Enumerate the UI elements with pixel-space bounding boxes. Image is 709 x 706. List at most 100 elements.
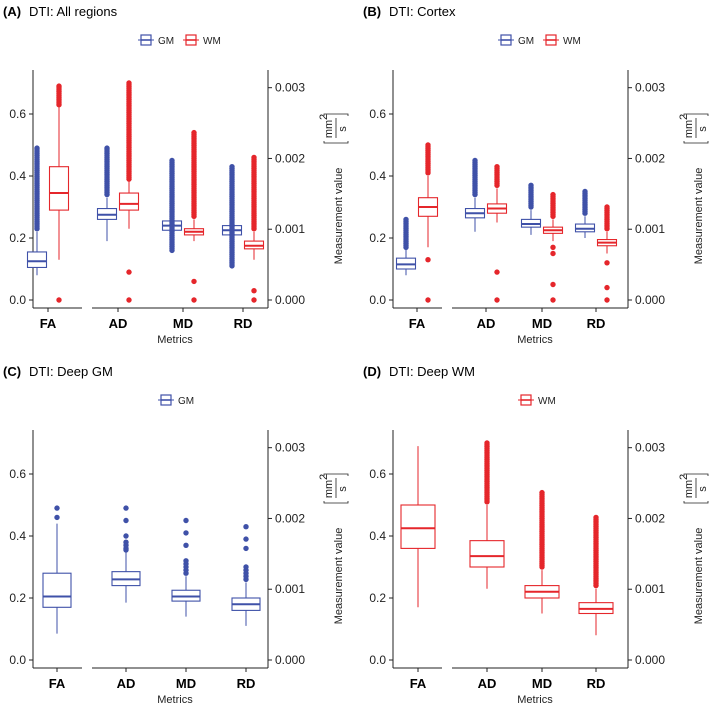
- left-axis-tick-label: 0.0: [369, 653, 386, 667]
- outlier-point: [550, 281, 556, 288]
- unit-superscript: 2: [318, 474, 330, 480]
- left-axis-tick-label: 0.2: [369, 591, 386, 605]
- outlier-point: [494, 269, 500, 275]
- right-axis-tick-label: 0.000: [275, 653, 305, 667]
- right-axis-tick-label: 0.002: [635, 511, 665, 525]
- x-axis-category-label: MD: [176, 676, 196, 691]
- x-axis-category-label: AD: [477, 316, 496, 331]
- unit-denominator: s: [697, 126, 709, 132]
- unit-numerator: mm: [683, 120, 695, 138]
- unit-bracket-left: [323, 501, 349, 504]
- outlier-point: [123, 533, 129, 539]
- outlier-point: [550, 244, 556, 250]
- outlier-point: [472, 157, 478, 164]
- panel-title: DTI: Deep GM: [29, 364, 113, 379]
- panel-b: (B) DTI: Cortex GM WM 0.0 0.2 0.4 0.6 0.000 0.001…: [363, 4, 709, 346]
- legend-key-gm: [138, 34, 154, 46]
- x-axis-category-label: FA: [40, 316, 57, 331]
- legend: GM: [158, 394, 194, 407]
- outlier-point: [229, 164, 235, 170]
- right-axis-title: Measurement value: [333, 528, 345, 625]
- unit-bracket-left: [683, 141, 709, 144]
- x-axis-category-label: FA: [410, 676, 427, 691]
- outlier-point: [539, 489, 545, 496]
- legend: GM WM: [138, 34, 221, 47]
- box-iqr: [26, 251, 48, 268]
- box-iqr: [469, 540, 505, 568]
- outlier-point: [183, 517, 189, 524]
- x-axis-title: Metrics: [157, 694, 193, 706]
- outlier-point: [56, 297, 62, 303]
- unit-numerator: mm: [323, 480, 335, 498]
- unit-bracket-right: [683, 473, 709, 476]
- outlier-point: [123, 517, 129, 524]
- outlier-point: [484, 440, 490, 446]
- right-axis-label: Measurement value mm2 s: [678, 113, 709, 264]
- x-axis-category-label: AD: [478, 676, 497, 691]
- outlier-point: [582, 188, 588, 195]
- unit-bracket-right: [323, 113, 349, 116]
- outlier-point: [425, 142, 431, 148]
- outlier-point: [123, 539, 129, 545]
- outlier-point: [126, 269, 132, 275]
- outlier-point: [243, 545, 249, 552]
- x-axis-category-label: MD: [532, 676, 552, 691]
- legend-label: WM: [538, 396, 556, 407]
- outlier-point: [191, 297, 197, 303]
- box-wm-ad: [118, 80, 140, 303]
- left-axis-tick-label: 0.6: [369, 107, 386, 121]
- right-axis-title: Measurement value: [333, 168, 345, 265]
- outlier-point: [604, 284, 610, 291]
- outlier-point: [251, 288, 257, 294]
- panel-label: (A): [3, 4, 21, 19]
- unit-fraction: mm2 s: [678, 113, 709, 144]
- box-gm-ad: [111, 505, 141, 603]
- unit-bracket-right: [323, 473, 349, 476]
- panel-title: DTI: Cortex: [389, 4, 456, 19]
- x-axis-category-label: AD: [117, 676, 136, 691]
- legend-key-gm: [158, 394, 174, 406]
- unit-bracket-left: [323, 141, 349, 144]
- left-axis-tick-label: 0.4: [9, 169, 26, 183]
- panel-title: DTI: All regions: [29, 4, 118, 19]
- outlier-point: [494, 164, 500, 170]
- x-axis-category-label: FA: [49, 676, 66, 691]
- box-wm-rd: [243, 154, 265, 303]
- outlier-point: [550, 191, 556, 198]
- left-axis-tick-label: 0.6: [369, 467, 386, 481]
- outlier-point: [425, 297, 431, 303]
- box-gm-md: [161, 157, 183, 254]
- outlier-point: [550, 250, 556, 257]
- outlier-point: [251, 297, 257, 303]
- left-axis-tick-label: 0.0: [369, 293, 386, 307]
- right-axis-tick-label: 0.002: [275, 151, 305, 165]
- box-wm-md: [183, 129, 205, 303]
- outlier-point: [528, 182, 534, 188]
- unit-bracket-left: [683, 501, 709, 504]
- unit-denominator: s: [697, 486, 709, 492]
- legend-label: GM: [178, 396, 194, 407]
- outlier-point: [243, 536, 249, 542]
- unit-denominator: s: [337, 486, 349, 492]
- box-wm-ad: [469, 440, 505, 589]
- outlier-point: [604, 297, 610, 303]
- x-axis-category-label: AD: [109, 316, 128, 331]
- outlier-point: [425, 257, 431, 263]
- box-wm-md: [542, 191, 564, 303]
- unit-fraction: mm2 s: [678, 473, 709, 504]
- legend-key-wm: [183, 34, 199, 46]
- box-gm-rd: [231, 524, 261, 626]
- x-axis-category-label: RD: [587, 316, 606, 331]
- x-axis-title: Metrics: [517, 694, 553, 706]
- outlier-point: [54, 514, 60, 521]
- x-axis-category-label: MD: [532, 316, 552, 331]
- outlier-point: [604, 204, 610, 210]
- unit-superscript: 2: [678, 114, 690, 120]
- right-axis-tick-label: 0.001: [635, 222, 665, 236]
- right-axis-tick-label: 0.000: [635, 293, 665, 307]
- panel-label: (B): [363, 4, 381, 19]
- right-axis-tick-label: 0.002: [635, 151, 665, 165]
- left-axis-tick-label: 0.4: [369, 529, 386, 543]
- left-axis-tick-label: 0.6: [9, 467, 26, 481]
- right-axis-label: Measurement value mm2 s: [678, 473, 709, 624]
